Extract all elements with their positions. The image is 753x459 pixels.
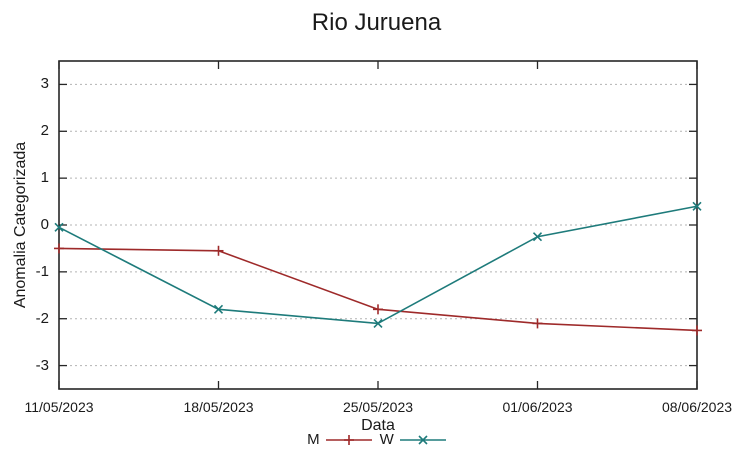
plus-marker <box>213 245 224 256</box>
y-tick-label: -1 <box>35 262 49 280</box>
y-tick-label: 3 <box>40 75 49 93</box>
plus-marker <box>692 325 702 336</box>
cross-marker <box>54 222 64 232</box>
legend-line-sample <box>325 434 372 445</box>
y-tick-label: -2 <box>35 309 49 327</box>
plus-marker <box>532 318 543 329</box>
cross-marker <box>532 232 543 242</box>
series-W <box>54 201 702 328</box>
cross-marker <box>373 318 383 328</box>
plus-marker <box>373 304 383 315</box>
y-tick-label: 0 <box>40 216 49 233</box>
chart-title: Rio Juruena <box>311 9 442 36</box>
plus-marker <box>343 434 354 445</box>
plus-marker <box>54 243 64 254</box>
legend-entry-W: W <box>380 431 446 448</box>
x-tick-label: 08/06/2023 <box>661 399 733 415</box>
legend-line-sample <box>399 434 446 445</box>
cross-marker <box>213 304 224 314</box>
series-line-M <box>58 247 698 332</box>
x-tick-label: 11/05/2023 <box>24 399 94 415</box>
series-M <box>54 243 702 336</box>
legend-label: W <box>379 431 394 448</box>
legend-label: M <box>307 431 320 448</box>
legend-entry-M: M <box>307 431 372 448</box>
x-tick-label: 01/06/2023 <box>502 399 573 415</box>
cross-marker <box>418 434 428 445</box>
y-tick-label: 1 <box>40 169 49 187</box>
cross-marker <box>692 201 702 211</box>
y-tick-label: 2 <box>40 122 49 140</box>
x-axis-label: Data <box>361 417 395 434</box>
y-tick-label: -3 <box>35 356 49 374</box>
x-tick-label: 18/05/2023 <box>183 399 254 415</box>
x-tick-label: 25/05/2023 <box>342 399 414 415</box>
